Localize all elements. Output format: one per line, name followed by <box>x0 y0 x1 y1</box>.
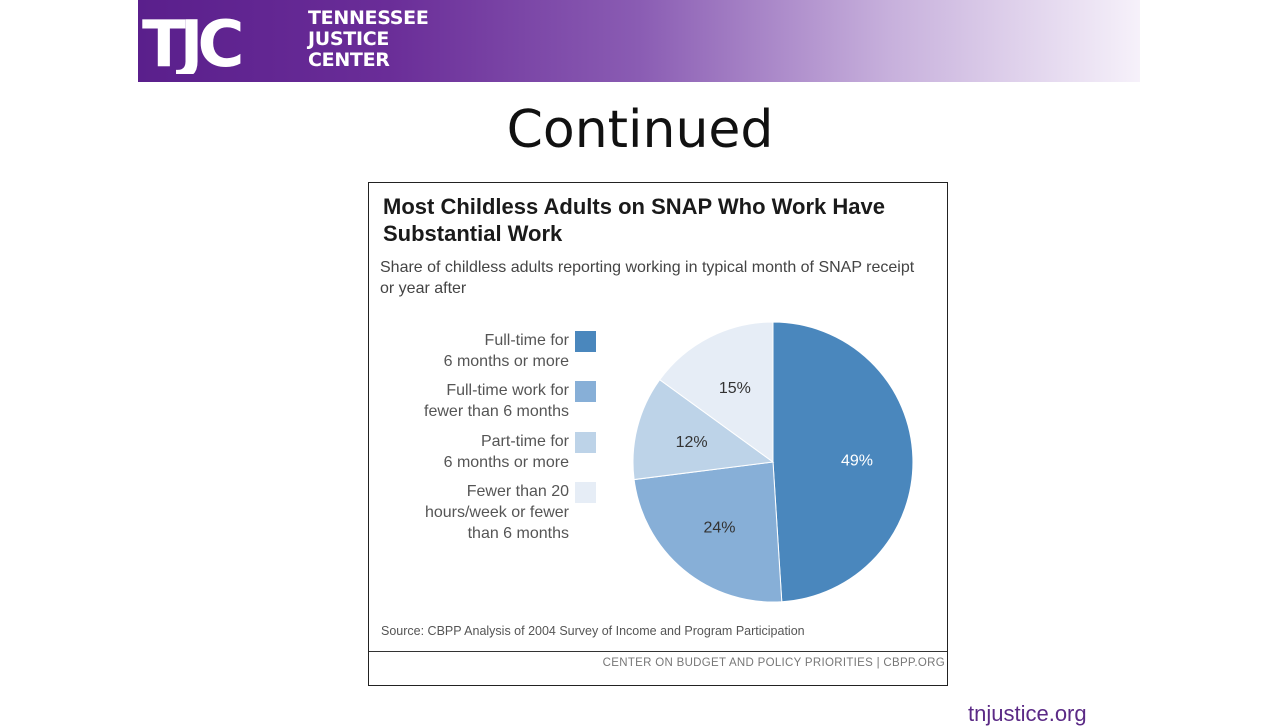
slice-value-label: 12% <box>676 434 708 451</box>
slice-value-label: 24% <box>703 520 735 537</box>
legend-label-line: than 6 months <box>467 525 569 542</box>
pie-slice <box>772 321 914 603</box>
legend-label: Fewer than 20 hours/week or fewer than 6 m… <box>425 481 569 544</box>
legend-label-line: Fewer than 20 <box>466 483 569 500</box>
legend-label-line: 6 months or more <box>443 353 569 370</box>
slice-value-label: 49% <box>841 452 873 469</box>
tjc-logo-icon: TJC <box>142 8 246 74</box>
org-name: TENNESSEE JUSTICE CENTER <box>308 8 429 71</box>
org-name-line: JUSTICE <box>308 28 390 50</box>
pie-chart: 49% 24% 12% 15% <box>632 321 914 603</box>
footer-divider <box>369 651 947 652</box>
slide-title: Continued <box>506 100 774 160</box>
pie-slice <box>632 379 775 481</box>
legend-label-line: Full-time for <box>484 332 569 349</box>
pie-slice <box>633 461 783 603</box>
legend-swatch <box>575 482 596 503</box>
legend-swatch <box>575 381 596 402</box>
header-banner <box>138 0 1140 82</box>
slice-value-label: 15% <box>719 380 751 397</box>
chart-source: Source: CBPP Analysis of 2004 Survey of … <box>381 624 805 638</box>
legend-label-line: Part-time for <box>480 433 569 450</box>
legend-label-line: fewer than 6 months <box>424 403 569 420</box>
legend-swatch <box>575 331 596 352</box>
legend-swatch <box>575 432 596 453</box>
logo-mark-text: TJC <box>142 8 240 74</box>
chart-panel: Most Childless Adults on SNAP Who Work H… <box>368 182 948 686</box>
chart-subtitle: Share of childless adults reporting work… <box>380 259 915 297</box>
pie-slice <box>659 321 774 463</box>
legend-label: Full-time for 6 months or more <box>444 330 569 372</box>
legend-label: Full-time work for fewer than 6 months <box>424 380 569 422</box>
chart-credit: CENTER ON BUDGET AND POLICY PRIORITIES |… <box>602 657 945 669</box>
org-name-line: TENNESSEE <box>308 7 429 29</box>
site-url[interactable]: tnjustice.org <box>968 701 1087 726</box>
chart-title: Most Childless Adults on SNAP Who Work H… <box>383 194 885 246</box>
legend-label-line: Full-time work for <box>446 382 569 399</box>
legend-label-line: 6 months or more <box>443 454 569 471</box>
legend-label: Part-time for 6 months or more <box>444 431 569 473</box>
legend-label-line: hours/week or fewer <box>424 504 569 521</box>
org-name-line: CENTER <box>308 49 390 71</box>
